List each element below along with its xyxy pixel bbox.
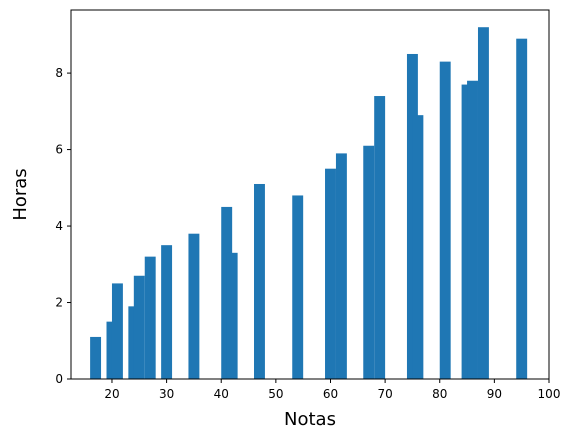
bar-7 (188, 233, 200, 379)
bar-22 (516, 38, 528, 379)
bar-18 (439, 61, 451, 379)
x-tick-label: 80 (432, 387, 447, 401)
bars-group (90, 27, 528, 380)
bar-4 (133, 275, 145, 379)
bar-11 (292, 195, 304, 379)
bar-13 (335, 153, 347, 379)
y-axis-label: Horas (10, 168, 31, 220)
y-tick-label: 0 (55, 372, 63, 386)
x-tick-label: 50 (268, 387, 283, 401)
bar-21 (477, 27, 489, 380)
x-tick-label: 20 (104, 387, 119, 401)
bar-6 (161, 245, 173, 379)
bar-14 (363, 145, 375, 379)
y-tick-label: 4 (55, 219, 63, 233)
y-tick-label: 2 (55, 296, 63, 310)
y-tick-label: 8 (55, 66, 63, 80)
y-axis-ticks: 0 2 4 6 8 (55, 66, 71, 386)
x-tick-label: 70 (377, 387, 392, 401)
plot-frame (70, 9, 550, 380)
bar-15 (374, 96, 386, 380)
x-tick-label: 40 (214, 387, 229, 401)
bar-17 (412, 115, 424, 379)
bar-9 (226, 252, 238, 379)
x-tick-label: 30 (159, 387, 174, 401)
y-tick-label: 6 (55, 143, 63, 157)
x-tick-label: 60 (323, 387, 338, 401)
x-tick-label: 100 (538, 387, 561, 401)
x-axis-label: Notas (284, 409, 336, 430)
bar-10 (254, 183, 265, 379)
bar-1 (106, 321, 118, 379)
bar-20 (467, 80, 478, 379)
x-axis-ticks: 20 30 40 50 60 70 80 90 100 (104, 379, 560, 401)
x-tick-label: 90 (487, 387, 502, 401)
bar-2 (111, 283, 123, 379)
bar-0 (90, 336, 102, 379)
bar-12 (325, 168, 336, 379)
bar-5 (144, 256, 156, 379)
